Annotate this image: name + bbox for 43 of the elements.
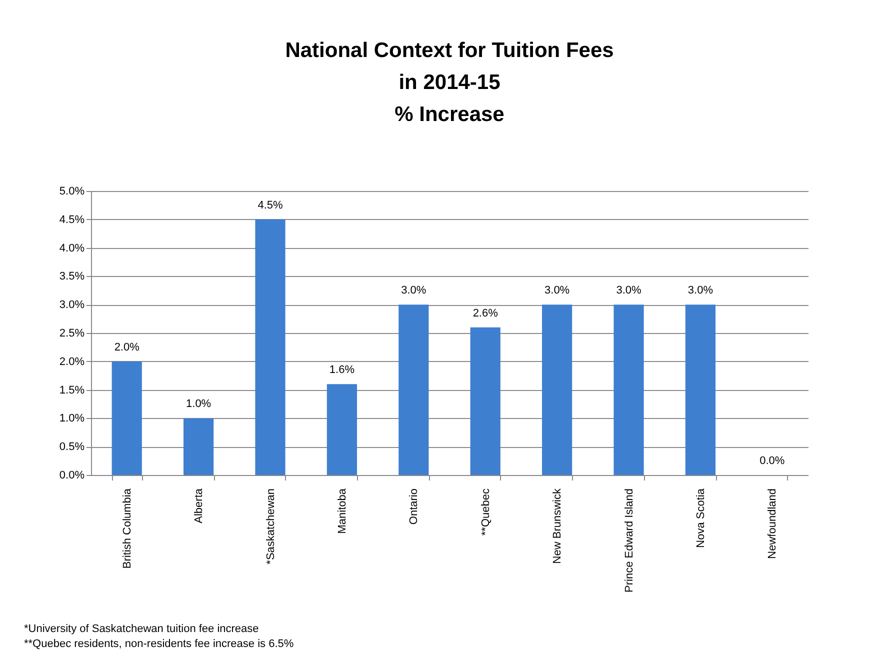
data-label: 3.0% bbox=[401, 284, 426, 297]
x-tick-label: Newfoundland bbox=[766, 488, 779, 559]
y-tick-label: 0.5% bbox=[59, 441, 85, 454]
bar bbox=[614, 304, 644, 475]
data-label: 1.6% bbox=[329, 364, 355, 376]
data-label: 3.0% bbox=[544, 284, 570, 297]
x-tick-label: British Columbia bbox=[121, 488, 134, 569]
data-label: 3.0% bbox=[616, 284, 642, 297]
bar bbox=[326, 384, 358, 475]
x-tick-label: Nova Scotia bbox=[694, 488, 707, 548]
bar bbox=[398, 304, 429, 475]
bar bbox=[470, 327, 500, 475]
x-tick-label: Alberta bbox=[193, 488, 206, 524]
y-tick-label: 1.5% bbox=[59, 384, 85, 396]
data-label: 4.5% bbox=[258, 199, 283, 212]
data-label: 1.0% bbox=[186, 398, 212, 410]
y-tick-label: 2.5% bbox=[59, 328, 85, 340]
bar bbox=[542, 304, 572, 475]
bar bbox=[183, 418, 214, 475]
y-tick-label: 5.0% bbox=[59, 186, 85, 198]
x-tick-label: Ontario bbox=[408, 488, 420, 525]
text: *University of Saskatchewan tuition fee increase bbox=[24, 622, 260, 637]
x-tick-label: *Saskatchewan bbox=[264, 488, 277, 564]
x-tick-label: **Quebec bbox=[480, 488, 492, 536]
bar bbox=[255, 219, 286, 475]
y-tick-label: 3.5% bbox=[59, 270, 85, 283]
data-label: 2.6% bbox=[472, 307, 498, 320]
y-tick-label: 4.0% bbox=[59, 242, 85, 254]
data-label: 0.0% bbox=[760, 455, 785, 467]
chart-title: National Context for Tuition Fees in 2014-15 % Increase bbox=[285, 39, 614, 126]
text: **Quebec residents, non-residents fee increase is 6.5% bbox=[24, 637, 294, 652]
y-tick-label: 0.0% bbox=[59, 470, 85, 482]
bar bbox=[112, 361, 142, 475]
data-label: 3.0% bbox=[688, 284, 714, 297]
data-label: 2.0% bbox=[114, 341, 140, 354]
bar bbox=[685, 304, 716, 475]
x-tick-label: New Brunswick bbox=[552, 488, 564, 564]
y-tick-label: 1.0% bbox=[59, 412, 85, 425]
y-tick-label: 3.0% bbox=[59, 299, 85, 312]
y-tick-label: 4.5% bbox=[59, 214, 85, 226]
y-tick-label: 2.0% bbox=[59, 356, 85, 368]
x-tick-label: Prince Edward Island bbox=[623, 488, 636, 592]
x-tick-label: Manitoba bbox=[336, 488, 348, 534]
